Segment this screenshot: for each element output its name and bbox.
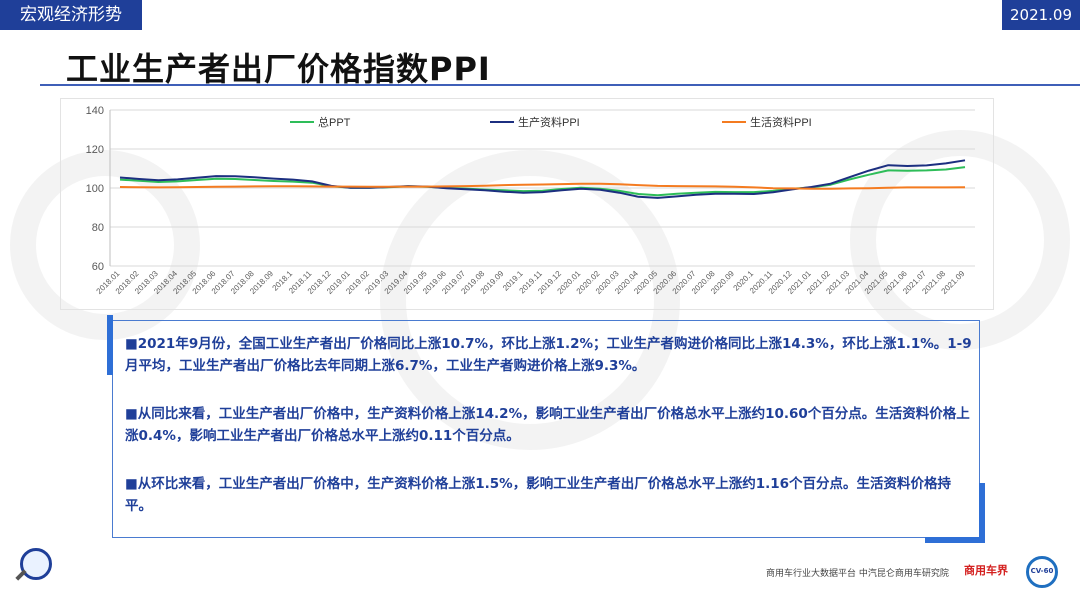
- series-line-3: [119, 182, 966, 190]
- footer-badge-text: CV-60: [1030, 567, 1054, 575]
- box-corner-accent: [107, 315, 113, 375]
- notes-box: ■2021年9月份，全国工业生产者出厂价格同比上涨10.7%，环比上涨1.2%；…: [107, 315, 985, 543]
- chart-frame: [60, 98, 994, 310]
- search-icon[interactable]: [20, 548, 52, 580]
- series-line-2: [119, 159, 966, 199]
- y-tick-label: 60: [92, 261, 104, 273]
- legend-label: 生活资料PPI: [750, 115, 812, 129]
- date-label: 2021.09: [1002, 0, 1080, 30]
- section-label: 宏观经济形势: [0, 0, 142, 30]
- legend-label: 总PPT: [318, 115, 351, 129]
- y-tick-label: 120: [86, 144, 104, 156]
- footer-platform-text: 商用车行业大数据平台 中汽昆仑商用车研究院: [766, 569, 949, 579]
- page-title: 工业生产者出厂价格指数PPI: [66, 50, 491, 88]
- note-paragraph-1: ■2021年9月份，全国工业生产者出厂价格同比上涨10.7%，环比上涨1.2%；…: [125, 336, 972, 374]
- footer-logo: 商用车界: [964, 564, 1008, 577]
- y-tick-label: 80: [92, 222, 104, 234]
- title-underline: [40, 84, 1080, 86]
- footer-badge: CV-60: [1026, 556, 1058, 588]
- legend-label: 生产资料PPI: [518, 115, 580, 129]
- box-corner-accent: [979, 483, 985, 543]
- ppi-line-chart: 60801001201402018.012018.022018.032018.0…: [86, 105, 975, 296]
- note-paragraph-3: ■从环比来看，工业生产者出厂价格中，生产资料价格上涨1.5%，影响工业生产者出厂…: [125, 476, 952, 514]
- y-tick-label: 100: [86, 183, 104, 195]
- y-tick-label: 140: [86, 105, 104, 117]
- note-paragraph-2: ■从同比来看，工业生产者出厂价格中，生产资料价格上涨14.2%，影响工业生产者出…: [125, 406, 970, 444]
- box-corner-accent: [925, 537, 985, 543]
